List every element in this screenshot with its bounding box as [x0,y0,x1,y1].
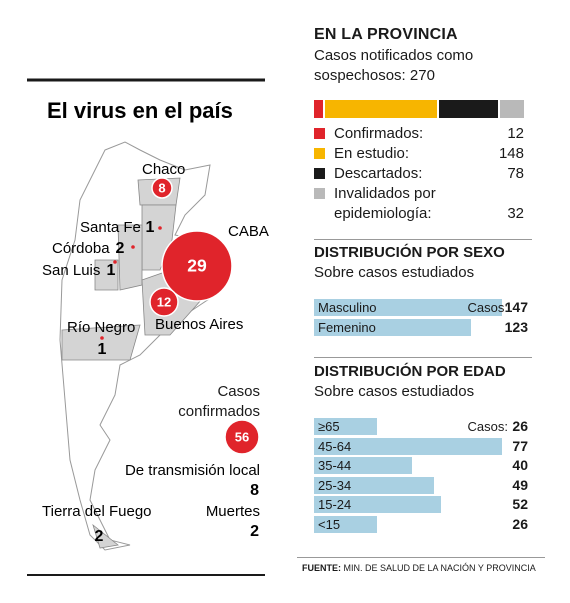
bar-label: ≥65 [318,419,340,434]
legend-label: En estudio: [334,145,410,162]
legend-swatch [314,168,325,179]
bar [314,437,502,455]
region-dot [158,226,162,230]
region-name: Chaco [142,161,185,178]
subtitle-text: Casos notificados como sospechosos: [314,47,474,84]
province-subtitle: Casos notificados como sospechosos: 270 [314,46,514,86]
local-value: 8 [250,482,259,499]
bar-value: 26 [512,418,528,434]
region-dot [113,260,117,264]
bar-value: 147 [504,299,528,315]
province-san-luis [94,259,119,291]
legend-value: 78 [507,165,524,182]
region-value: 1 [146,219,155,236]
region-dot [100,336,104,340]
bar-value: 52 [512,496,528,512]
value-prefix: Casos: [467,300,508,315]
region-value: 1 [98,341,107,358]
bar [314,418,378,435]
stack-segment [499,100,524,118]
bar [314,457,412,474]
region-name: Córdoba [52,240,110,257]
region-value: 2 [95,528,104,545]
stack-segment [438,100,498,118]
legend-swatch [314,128,325,139]
bar-label: 25-34 [318,477,352,493]
province-tierra-del-fuego [92,523,119,549]
bubble-label: 56 [235,429,249,444]
source-label: FUENTE: [302,563,341,573]
province-rio-negro [61,324,141,361]
region-value: 1 [107,262,116,279]
bar-label: Masculino [318,300,377,315]
region-name: Santa Fe [80,219,141,236]
bar-label: 45-64 [318,438,352,454]
region-name: Buenos Aires [155,316,243,333]
bar [314,515,378,533]
region-name: Río Negro [67,319,135,336]
bar-label: <15 [318,516,341,532]
bar-value: 26 [512,515,528,532]
bubble [149,287,179,317]
legend-label: Descartados: [334,165,423,182]
bar-value: 123 [504,319,528,335]
source: FUENTE: MIN. DE SALUD DE LA NACIÓN Y PRO… [302,563,536,573]
bubble [151,177,173,199]
bar [314,476,434,494]
region-name: Tierra del Fuego [42,503,152,520]
bar [314,496,441,513]
legend-value: 32 [507,205,524,222]
deaths-value: 2 [250,523,259,540]
chart-subtitle: Sobre casos estudiados [314,264,475,281]
bar-value: 77 [512,437,528,454]
region-dot [131,245,135,249]
bar [314,319,472,336]
source-text: MIN. DE SALUD DE LA NACIÓN Y PROVINCIA [343,563,536,573]
stack-segment [325,100,437,118]
separator [297,557,545,558]
legend-swatch [314,148,325,159]
bar-label: 35-44 [318,458,352,473]
value-prefix: Casos: [467,419,508,434]
chart-subtitle: Sobre casos estudiados [314,383,475,400]
bar-label: 15-24 [318,497,352,512]
confirmed-label: Casos confirmados [178,383,260,420]
bar [314,299,502,316]
legend-label: Invalidados por epidemiología: [334,185,436,222]
local-label: De transmisión local [125,462,260,479]
bar-value: 49 [512,476,528,493]
separator [314,239,532,240]
region-name: San Luis [42,262,100,279]
legend-value: 148 [498,145,524,162]
map: El virus en el país Chaco 8 Santa Fe 1 Córdo… [27,78,269,576]
region-name: CABA [228,223,269,240]
bubble-label: 8 [158,180,165,195]
bubble [224,419,260,455]
bar-label: Femenino [318,320,376,335]
legend-label: Confirmados: [334,125,424,142]
region-value: 2 [116,240,125,257]
bubble-label: 29 [187,256,207,276]
chart-title: DISTRIBUCIÓN POR EDAD [314,363,506,380]
legend-value: 12 [507,125,524,142]
total: 270 [409,67,435,84]
chart-title: DISTRIBUCIÓN POR SEXO [314,244,505,261]
bubble [161,230,233,302]
province-title: EN LA PROVINCIA [314,26,458,43]
legend-swatch [314,188,325,199]
stack-segment [314,100,324,118]
deaths-label: Muertes [206,503,260,520]
separator [314,357,532,358]
bar-value: 40 [512,457,528,473]
bubble-label: 12 [157,294,171,309]
map-title: El virus en el país [47,98,233,123]
